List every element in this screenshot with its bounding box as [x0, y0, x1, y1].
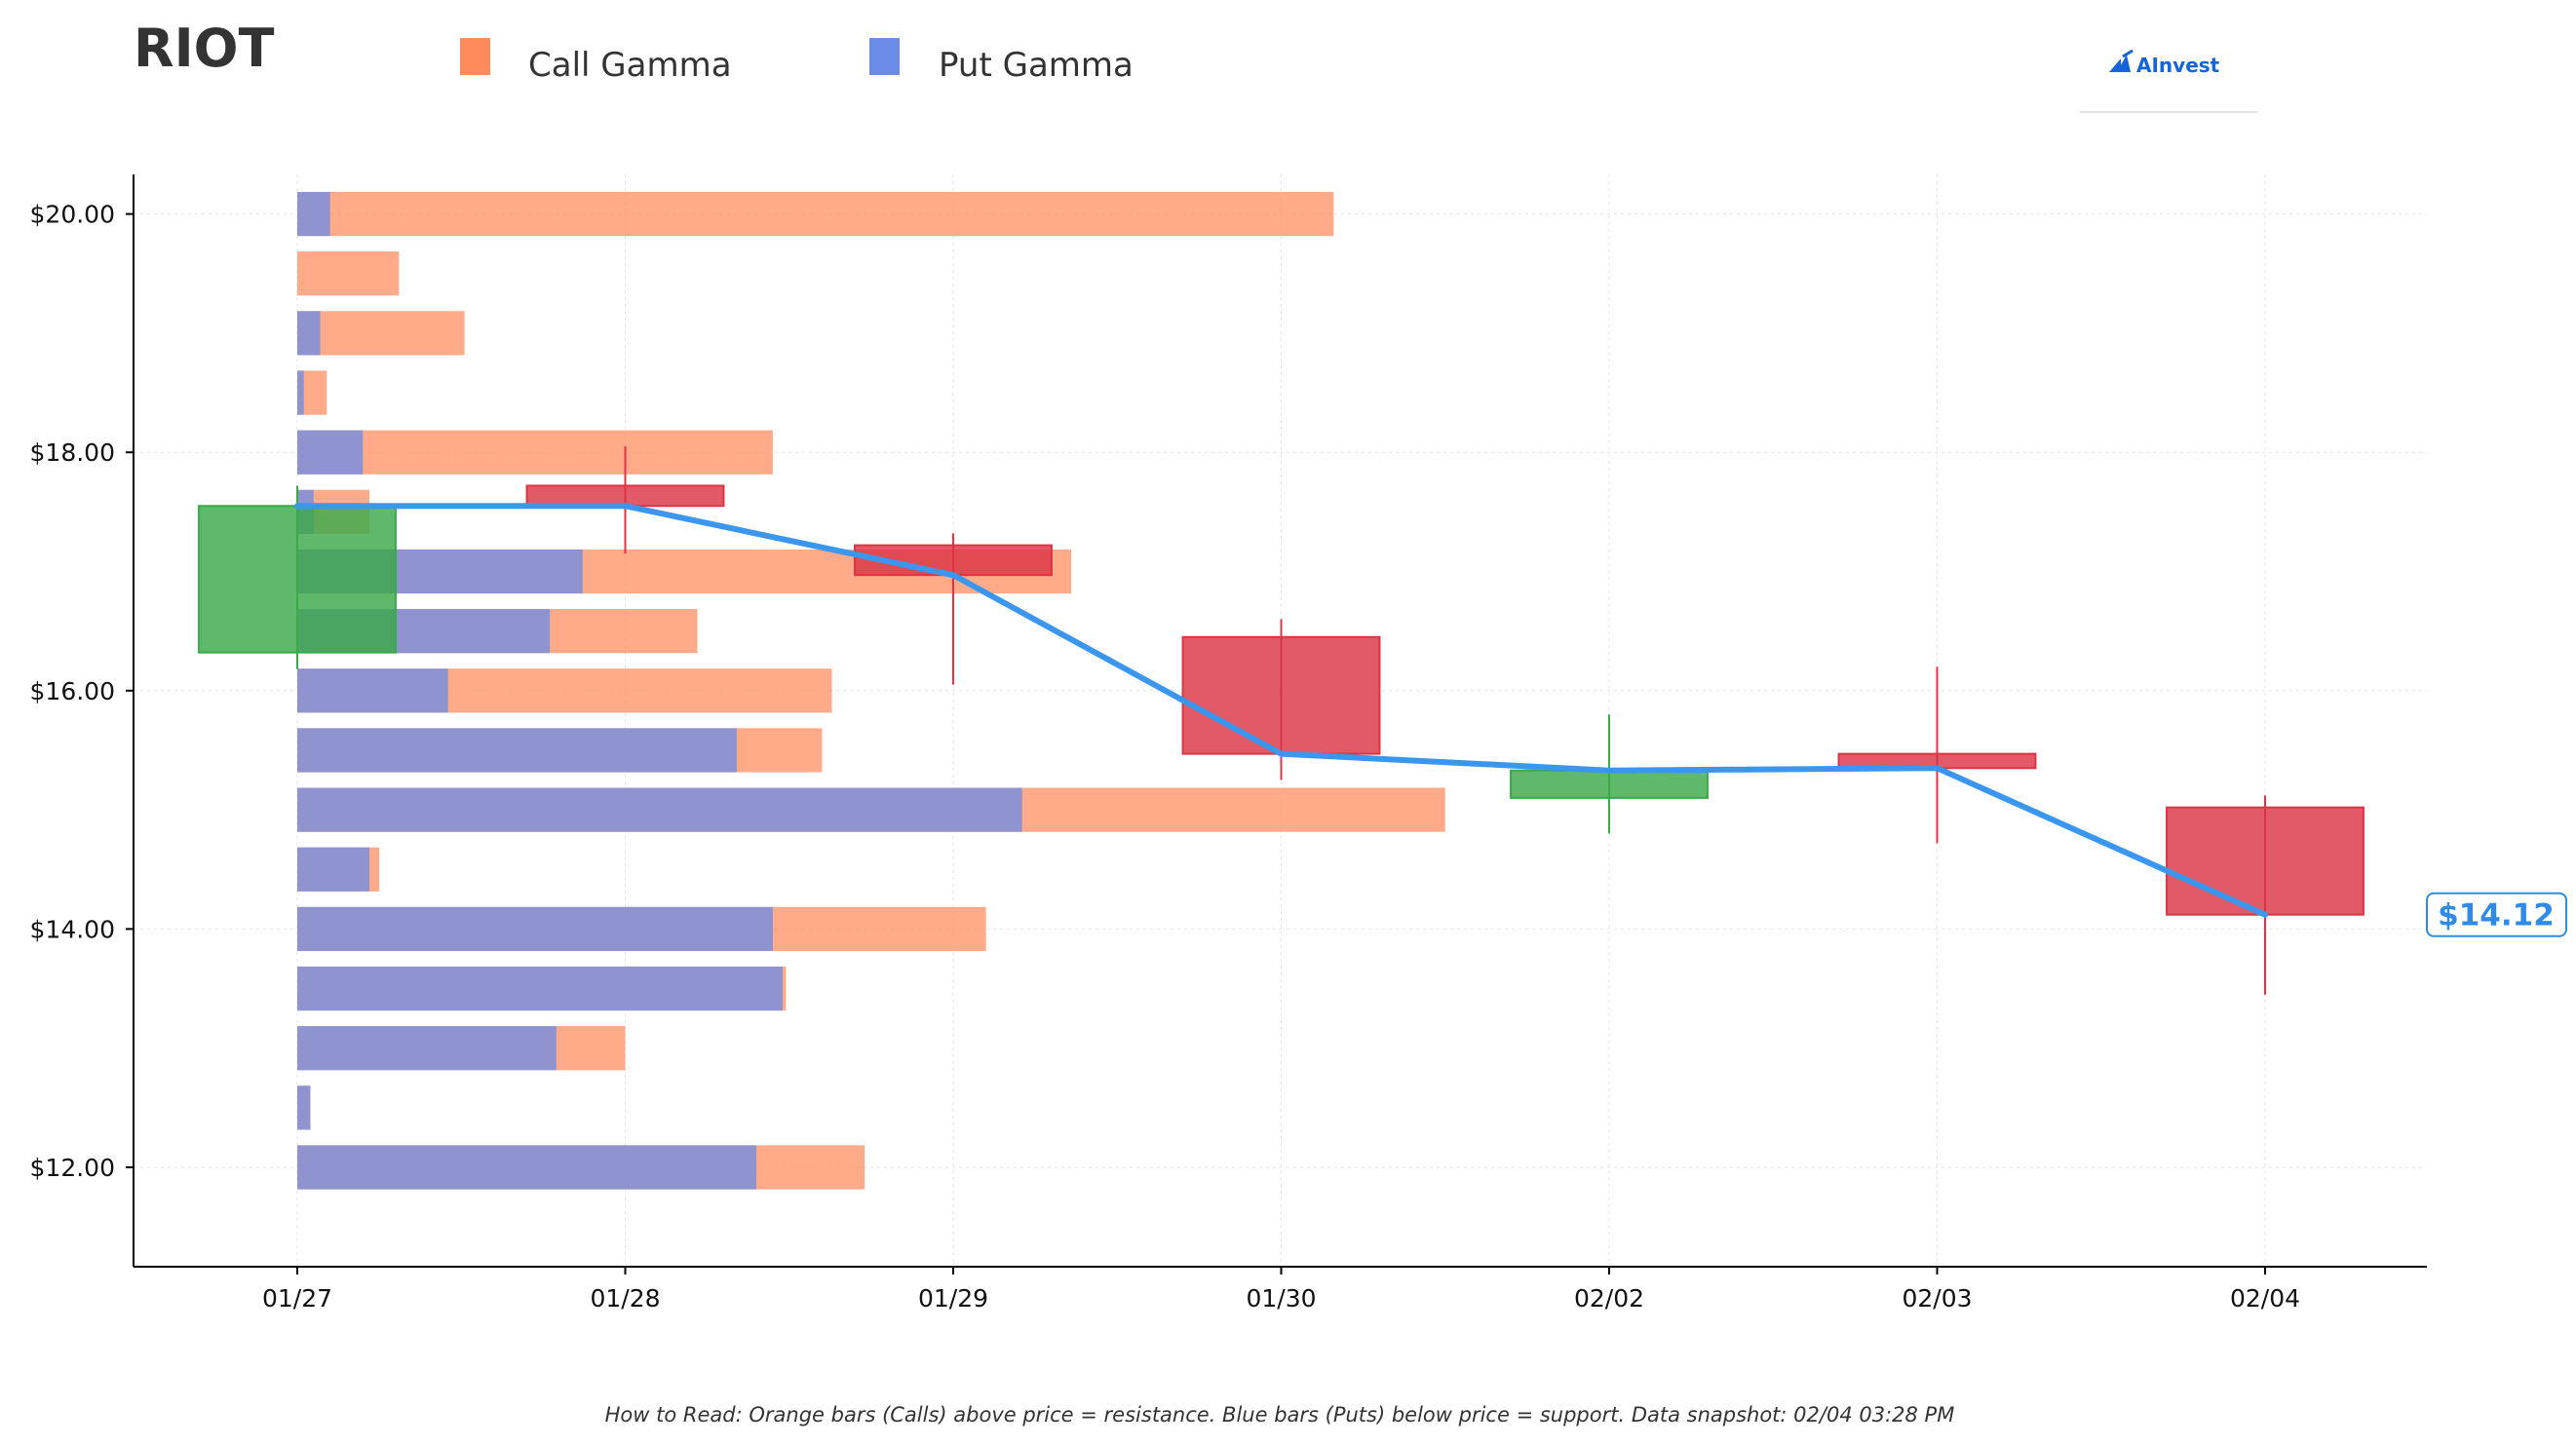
- last-price-badge: $14.12: [2426, 892, 2567, 937]
- x-tick-label: 02/02: [1574, 1284, 1644, 1313]
- ainvest-logo: AInvest: [2080, 49, 2257, 113]
- put-gamma-bar: [297, 1145, 757, 1190]
- put-gamma-bar: [297, 668, 448, 713]
- y-tick-label: $14.00: [30, 915, 115, 943]
- legend-swatch-put: [869, 38, 900, 75]
- how-to-read-footnote: How to Read: Orange bars (Calls) above p…: [605, 1403, 1955, 1427]
- x-tick-label: 01/27: [262, 1284, 332, 1313]
- x-tick-label: 01/30: [1246, 1284, 1316, 1313]
- candle-body: [1181, 635, 1381, 755]
- ticker-title: RIOT: [134, 18, 275, 79]
- gamma-bars: [297, 191, 1445, 1190]
- last-price-label: $14.12: [2438, 898, 2555, 933]
- chart-legend: Call Gamma Put Gamma: [460, 38, 1134, 85]
- candle-body: [1510, 769, 1709, 799]
- put-gamma-bar: [297, 728, 737, 773]
- put-gamma-bar: [297, 1085, 311, 1130]
- call-gamma-bar: [297, 430, 773, 475]
- candle-body: [198, 505, 397, 654]
- y-tick-label: $18.00: [30, 438, 115, 467]
- last-price-badge-box: [2426, 892, 2567, 937]
- put-gamma-bar: [297, 311, 321, 356]
- candle-body: [525, 484, 725, 508]
- put-gamma-bar: [297, 966, 784, 1011]
- candle-body: [2166, 806, 2365, 916]
- x-tick-label: 01/29: [918, 1284, 988, 1313]
- legend-label-call: Call Gamma: [528, 46, 732, 85]
- price-line-layer: [294, 503, 2268, 918]
- chart-growth-icon: [2109, 49, 2134, 72]
- y-tick-label: $16.00: [30, 677, 115, 705]
- price-line: [294, 503, 2268, 918]
- y-tick-label: $12.00: [30, 1154, 115, 1182]
- put-gamma-bar: [297, 191, 330, 237]
- legend-swatch-call: [460, 38, 490, 75]
- x-tick-label: 02/03: [1902, 1284, 1972, 1313]
- put-gamma-bar: [297, 847, 370, 892]
- put-gamma-bar: [297, 787, 1022, 832]
- put-gamma-bar: [297, 370, 304, 415]
- call-gamma-bar: [297, 311, 465, 356]
- legend-label-put: Put Gamma: [939, 46, 1134, 85]
- tick-labels: $12.00 $14.00 $16.00 $18.00 $20.00 01/27 01/28…: [30, 201, 2301, 1313]
- logo-text: AInvest: [2136, 54, 2220, 77]
- call-gamma-bar: [297, 191, 1334, 237]
- y-tick-label: $20.00: [30, 201, 115, 229]
- x-tick-label: 02/04: [2230, 1284, 2300, 1313]
- put-gamma-bar: [297, 1026, 557, 1071]
- put-gamma-bar: [297, 906, 773, 952]
- put-gamma-bar: [297, 430, 364, 475]
- call-gamma-bar: [297, 251, 400, 296]
- x-tick-label: 01/28: [590, 1284, 660, 1313]
